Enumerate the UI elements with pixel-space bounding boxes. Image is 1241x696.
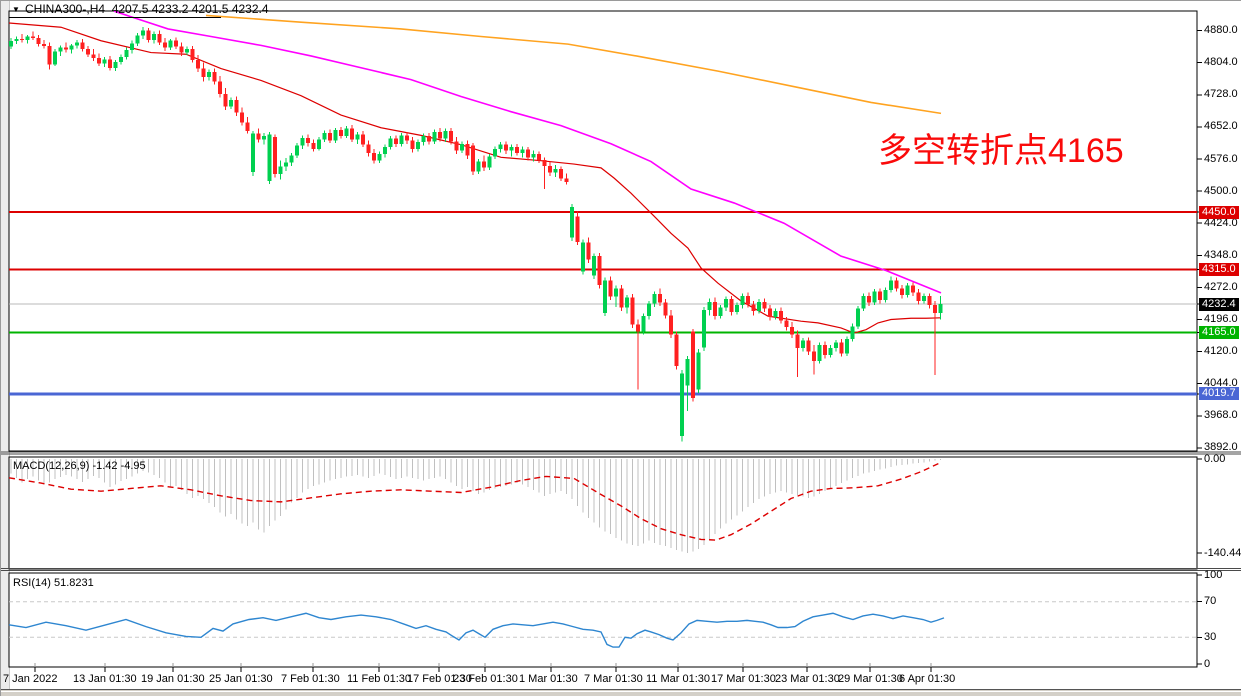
chart-annotation-text[interactable]: 多空转折点4165 — [878, 132, 1124, 170]
time-axis-label: 11 Feb 01:30 — [347, 673, 412, 685]
symbol-dropdown-caret-icon[interactable]: ▼ — [12, 5, 20, 14]
time-axis-label: 13 Jan 01:30 — [73, 673, 137, 685]
price-axis-label: 4120.0 — [1204, 345, 1238, 358]
time-axis-label: 6 Apr 01:30 — [899, 673, 956, 685]
rsi-line — [8, 612, 945, 648]
time-axis-label: 7 Jan 2022 — [3, 673, 58, 685]
rsi-axis-0-label: 0 — [1204, 658, 1211, 670]
time-axis-label: 1 Mar 01:30 — [519, 673, 578, 685]
symbol-period-label: CHINA300-,H4 — [25, 2, 106, 16]
candlestick-series[interactable] — [9, 27, 943, 442]
rsi-indicator-label: RSI(14) 51.8231 — [13, 577, 94, 589]
time-axis-label: 7 Mar 01:30 — [584, 673, 643, 685]
price-badge-4315.0: 4315.0 — [1199, 262, 1239, 276]
time-axis-label: 23 Mar 01:30 — [775, 673, 840, 685]
price-axis-label: 4348.0 — [1204, 248, 1238, 261]
symbol-title: CHINA300-,H4 4207.5 4233.2 4201.5 4232.4 — [25, 3, 269, 16]
panel-borders — [1, 10, 1241, 668]
rsi-axis-100-label: 100 — [1204, 569, 1223, 581]
price-axis-label: 4272.0 — [1204, 280, 1238, 293]
price-badge-4165.0: 4165.0 — [1199, 326, 1239, 340]
time-axis-label: 17 Feb 01:30 — [407, 673, 472, 685]
price-badge-4450.0: 4450.0 — [1199, 205, 1239, 219]
time-axis-label: 23 Feb 01:30 — [453, 673, 518, 685]
price-axis-label: 4044.0 — [1204, 377, 1238, 390]
price-axis-label: 4804.0 — [1204, 56, 1238, 69]
time-axis-label: 17 Mar 01:30 — [711, 673, 776, 685]
price-axis-label: 4880.0 — [1204, 24, 1238, 37]
title-underline — [9, 17, 221, 18]
ma-fast-line — [8, 22, 942, 334]
price-axis-label: 4500.0 — [1204, 184, 1238, 197]
macd-histogram — [10, 459, 941, 554]
price-badge-4019.7: 4019.7 — [1199, 387, 1239, 401]
price-axis-label: 4576.0 — [1204, 152, 1238, 165]
rsi-axis-30-label: 30 — [1204, 631, 1217, 643]
price-axis-label: 4424.0 — [1204, 216, 1238, 229]
price-axis-label: 3968.0 — [1204, 409, 1238, 422]
window-bottom-frame — [1, 689, 1241, 696]
price-axis-label: 4196.0 — [1204, 313, 1238, 326]
macd-axis-min-label: -140.44 — [1204, 547, 1241, 559]
moving-averages — [8, 10, 942, 334]
price-axis-label: 3892.0 — [1204, 441, 1238, 454]
time-axis-label: 7 Feb 01:30 — [281, 673, 340, 685]
ma-mid-line — [113, 10, 942, 294]
macd-signal-line — [8, 461, 942, 541]
ma-slow-line — [205, 14, 942, 115]
price-axis-label: 4728.0 — [1204, 88, 1238, 101]
macd-indicator-label: MACD(12,26,9) -1.42 -4.95 — [13, 460, 146, 472]
time-axis-label: 19 Jan 01:30 — [141, 673, 205, 685]
symbol-ohlc-values: 4207.5 4233.2 4201.5 4232.4 — [111, 2, 269, 16]
rsi-axis-70-label: 70 — [1204, 595, 1217, 607]
macd-axis-max-label: 0.00 — [1204, 453, 1226, 465]
price-badge-4232.4: 4232.4 — [1199, 297, 1239, 311]
time-axis-label: 29 Mar 01:30 — [838, 673, 903, 685]
axis-ticks — [34, 30, 1202, 672]
price-axis-label: 4652.0 — [1204, 120, 1238, 133]
time-axis-label: 25 Jan 01:30 — [209, 673, 273, 685]
time-axis-label: 11 Mar 01:30 — [646, 673, 711, 685]
rsi-panel-content — [8, 601, 1197, 648]
